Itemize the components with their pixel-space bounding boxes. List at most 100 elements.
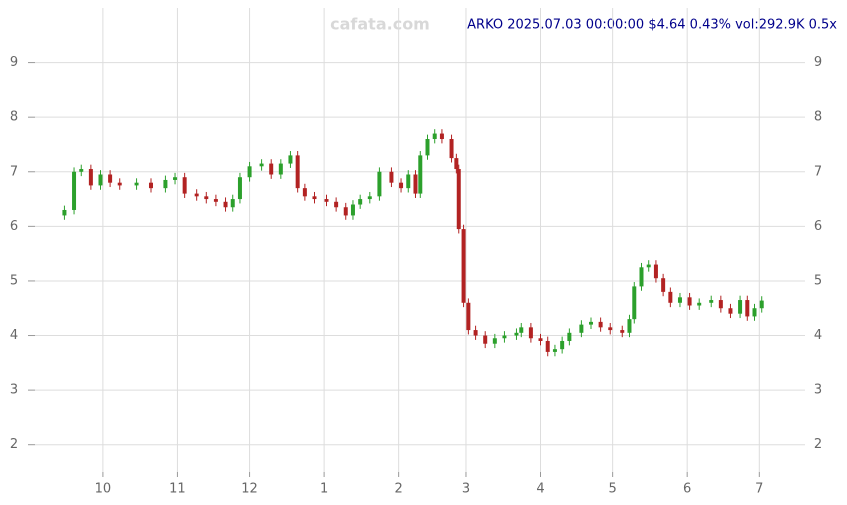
candle-body [718,300,723,309]
y-tick-label: 2 [10,437,18,452]
candle-body [247,166,252,178]
candle-body [259,163,264,167]
y-tick-label-right: 3 [814,383,822,398]
candle-body [752,308,757,317]
y-tick-label: 3 [10,383,18,398]
candle-body [194,193,199,197]
candle-body [632,286,637,320]
candle-body [560,340,565,350]
candle-body [312,196,317,200]
x-tick-label: 11 [169,482,186,497]
candle-body [163,179,168,189]
candle-body [483,335,488,344]
candle-body [598,321,603,328]
candle-body [639,267,644,287]
x-tick-label: 1 [320,482,328,497]
candle-body [223,201,228,208]
candle-body [759,300,764,309]
candle-body [98,174,103,186]
y-tick-label-right: 8 [814,110,822,125]
candle-body [567,332,572,341]
x-tick-label: 3 [462,482,470,497]
candle-body [687,297,692,306]
candle-body [439,133,444,140]
y-tick-label: 8 [10,110,18,125]
candle-body [418,155,423,194]
candle-body [653,264,658,279]
y-tick-label: 5 [10,273,18,288]
y-tick-label-right: 4 [814,328,822,343]
candle-body [269,163,274,175]
y-tick-label-right: 6 [814,219,822,234]
candle-body [492,338,497,344]
candle-body [454,158,459,170]
candle-body [117,182,122,186]
candle-body [399,182,404,189]
candle-body [324,199,329,202]
x-tick-label: 5 [609,482,617,497]
candle-body [738,300,743,314]
candle-body [182,177,187,194]
y-tick-label: 6 [10,219,18,234]
candle-body [350,204,355,216]
candle-body [79,169,84,172]
candle-body [230,199,235,208]
candle-body [295,155,300,189]
candle-body [677,297,682,303]
candle-body [213,199,218,202]
candle-body [589,321,594,325]
chart-title: ARKO 2025.07.03 00:00:00 $4.64 0.43% vol… [467,18,837,33]
candle-body [406,174,411,189]
y-tick-label: 4 [10,328,18,343]
candle-body [466,302,471,331]
candle-body [204,196,209,200]
candle-body [278,163,283,175]
watermark: cafata.com [330,15,430,34]
candle-body [456,169,461,230]
y-tick-label-right: 2 [814,437,822,452]
candle-body [608,327,613,331]
candle-body [413,174,418,194]
candle-body [728,308,733,314]
candle-body [545,340,550,352]
candle-body [432,133,437,140]
candle-body [134,182,139,186]
candle-body [709,300,714,303]
candle-body [425,139,430,156]
candle-body [620,330,625,333]
y-tick-label-right: 9 [814,55,822,70]
candle-body [627,319,632,333]
x-tick-label: 6 [683,482,691,497]
x-tick-label: 4 [536,482,544,497]
y-tick-label-right: 5 [814,273,822,288]
candle-body [358,199,363,205]
candle-body [473,330,478,336]
candle-body [389,171,394,183]
candle-body [528,327,533,339]
candle-body [514,332,519,336]
x-tick-label: 2 [395,482,403,497]
y-tick-label-right: 7 [814,164,822,179]
candle-body [449,139,454,159]
candle-body [108,174,113,183]
candle-body [461,229,466,303]
candle-body [148,182,153,189]
candle-body [502,335,507,339]
candle-body [62,209,67,216]
y-tick-label: 7 [10,164,18,179]
candle-body [377,171,382,197]
candle-body [237,177,242,200]
candle-body [519,327,524,333]
candle-body [697,302,702,306]
candle-body [288,155,293,164]
candle-body [646,264,651,268]
candle-body [668,291,673,303]
candle-body [552,349,557,352]
candle-body [538,338,543,341]
y-tick-label: 9 [10,55,18,70]
candle-body [173,177,178,180]
candle-body [343,207,348,216]
candle-body [334,201,339,208]
candle-body [88,169,93,186]
